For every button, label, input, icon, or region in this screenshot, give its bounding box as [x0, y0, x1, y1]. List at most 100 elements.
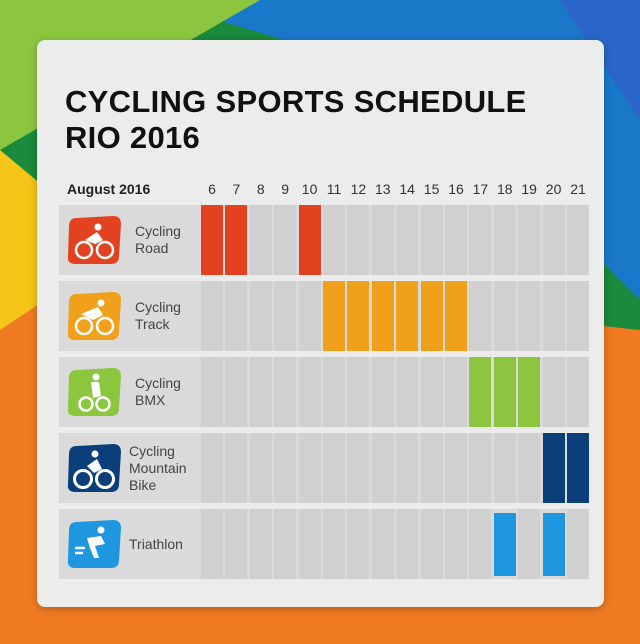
schedule-row: Cycling Track — [59, 281, 589, 351]
empty-cell-day-9 — [274, 509, 297, 579]
empty-cell-day-12 — [347, 509, 370, 579]
schedule-row: Cycling Mountain Bike — [59, 433, 589, 503]
day-label-6: 6 — [208, 181, 216, 197]
day-label-14: 14 — [399, 181, 415, 197]
empty-cell-day-21 — [567, 205, 589, 275]
empty-cell-day-12 — [347, 357, 370, 427]
title-line-1: CYCLING SPORTS SCHEDULE — [65, 84, 527, 119]
event-bar-day-17 — [469, 357, 492, 427]
empty-cell-day-7 — [225, 509, 248, 579]
empty-cell-day-18 — [493, 433, 516, 503]
day-label-11: 11 — [326, 181, 342, 197]
empty-cell-day-19 — [518, 509, 541, 579]
empty-cell-day-9 — [274, 281, 297, 351]
title-line-2: RIO 2016 — [65, 120, 201, 155]
empty-cell-day-20 — [542, 205, 565, 275]
empty-cell-day-20 — [542, 357, 565, 427]
cyclist-road-icon — [67, 216, 121, 264]
empty-cell-day-17 — [469, 433, 492, 503]
sport-label: Cycling Track — [135, 281, 225, 351]
empty-cell-day-10 — [298, 281, 321, 351]
empty-cell-day-13 — [371, 509, 394, 579]
event-bar-day-15 — [420, 281, 443, 351]
event-bar-day-13 — [371, 281, 394, 351]
empty-cell-day-21 — [567, 509, 589, 579]
day-label-10: 10 — [301, 181, 318, 197]
empty-cell-day-6 — [201, 509, 223, 579]
event-bar-day-11 — [323, 281, 345, 351]
event-bar-day-18 — [493, 512, 516, 576]
sport-label-line: BMX — [135, 392, 166, 408]
sport-label-line: Mountain — [129, 459, 187, 476]
day-label-15: 15 — [423, 181, 440, 197]
empty-cell-day-19 — [518, 281, 541, 351]
day-label-7: 7 — [232, 181, 241, 197]
empty-cell-day-19 — [518, 433, 541, 503]
empty-cell-day-8 — [249, 509, 272, 579]
schedule-row: Cycling Road — [59, 205, 589, 275]
empty-cell-day-11 — [323, 509, 345, 579]
empty-cell-day-8 — [249, 357, 272, 427]
bmx-rider-icon — [67, 368, 121, 416]
triathlete-icon — [67, 520, 121, 568]
sport-label: Triathlon — [129, 509, 219, 579]
empty-cell-day-17 — [469, 281, 492, 351]
mountain-biker-icon — [67, 444, 121, 492]
empty-cell-day-16 — [445, 357, 467, 427]
empty-cell-day-14 — [396, 205, 419, 275]
day-label-18: 18 — [497, 181, 513, 197]
event-bar-day-19 — [518, 357, 541, 427]
empty-cell-day-15 — [420, 509, 443, 579]
empty-cell-day-13 — [371, 433, 394, 503]
empty-cell-day-15 — [420, 205, 443, 275]
sport-label-line: Triathlon — [129, 535, 183, 552]
day-label-20: 20 — [545, 181, 562, 197]
empty-cell-day-13 — [371, 357, 394, 427]
empty-cell-day-8 — [249, 281, 272, 351]
empty-cell-day-16 — [445, 433, 467, 503]
day-label-21: 21 — [570, 181, 586, 197]
empty-cell-day-21 — [567, 357, 589, 427]
event-bar-day-12 — [347, 281, 370, 351]
event-bar-day-16 — [445, 281, 467, 351]
sport-label-line: Cycling — [129, 442, 175, 459]
sport-label-line: Cycling — [135, 299, 181, 315]
event-bar-day-20 — [542, 512, 565, 576]
empty-cell-day-17 — [469, 205, 492, 275]
empty-cell-day-15 — [420, 433, 443, 503]
empty-cell-day-12 — [347, 205, 370, 275]
event-bar-day-7 — [225, 205, 248, 275]
sport-label: Cycling Road — [135, 205, 225, 275]
empty-cell-day-12 — [347, 433, 370, 503]
empty-cell-day-11 — [323, 205, 345, 275]
empty-cell-day-16 — [445, 205, 467, 275]
day-label-13: 13 — [375, 181, 391, 197]
day-label-12: 12 — [350, 181, 367, 197]
empty-cell-day-17 — [469, 509, 492, 579]
event-bar-day-21 — [567, 433, 589, 503]
schedule-card: CYCLING SPORTS SCHEDULE RIO 2016 August … — [37, 40, 604, 607]
sport-label: Cycling Mountain Bike — [129, 433, 219, 503]
day-label-16: 16 — [448, 181, 464, 197]
schedule-row: Cycling BMX — [59, 357, 589, 427]
empty-cell-day-18 — [493, 281, 516, 351]
day-label-19: 19 — [521, 181, 537, 197]
empty-cell-day-15 — [420, 357, 443, 427]
empty-cell-day-9 — [274, 357, 297, 427]
event-bar-day-10 — [298, 205, 321, 275]
sport-label-line: Road — [135, 240, 169, 256]
empty-cell-day-19 — [518, 205, 541, 275]
empty-cell-day-6 — [201, 357, 223, 427]
empty-cell-day-13 — [371, 205, 394, 275]
sport-label-line: Bike — [129, 476, 157, 493]
sport-label-line: Cycling — [135, 375, 181, 391]
page-title: CYCLING SPORTS SCHEDULE RIO 2016 — [65, 84, 527, 156]
cyclist-track-icon — [67, 292, 121, 340]
empty-cell-day-11 — [323, 433, 345, 503]
empty-cell-day-7 — [225, 281, 248, 351]
event-bar-day-14 — [396, 281, 419, 351]
empty-cell-day-6 — [201, 433, 223, 503]
empty-cell-day-14 — [396, 509, 419, 579]
event-bar-day-18 — [493, 357, 516, 427]
day-label-9: 9 — [281, 181, 290, 197]
